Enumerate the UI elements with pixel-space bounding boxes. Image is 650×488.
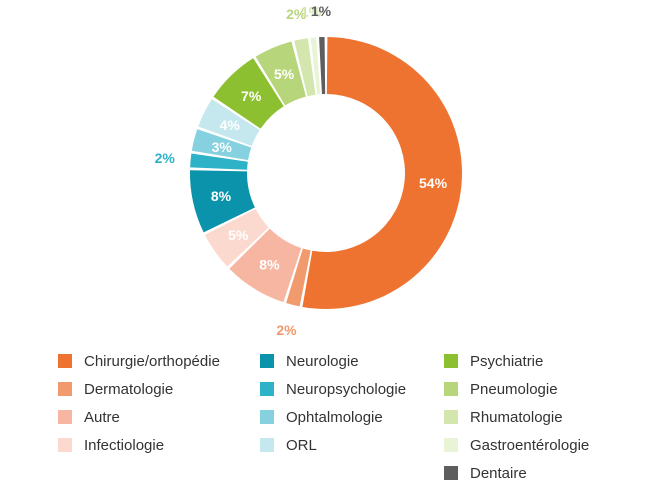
slice-label-dentaire: 1%: [311, 3, 332, 19]
slice-ophtalmologie: [191, 129, 252, 161]
slice-dentaire: [319, 37, 326, 95]
slice-neuropsychologie: [190, 153, 248, 170]
legend-swatch: [58, 438, 72, 452]
slice-label-neuropsychologie: 2%: [155, 150, 176, 166]
legend-swatch: [444, 382, 458, 396]
slice-neurologie: [190, 170, 255, 233]
legend-item-chirurgie: Chirurgie/orthopédie: [58, 351, 220, 371]
legend-label: Pneumologie: [470, 380, 558, 398]
slice-dermatologie: [286, 248, 311, 307]
legend-swatch: [444, 438, 458, 452]
legend-item-infectiologie: Infectiologie: [58, 435, 164, 455]
legend-item-rhumatologie: Rhumatologie: [444, 407, 563, 427]
slice-label-neurologie: 8%: [211, 188, 232, 204]
legend-item-ophtalmologie: Ophtalmologie: [260, 407, 383, 427]
legend-label: Infectiologie: [84, 436, 165, 454]
slice-autre: [229, 228, 302, 303]
legend-label: Neuropsychologie: [286, 380, 407, 398]
legend-swatch: [260, 438, 274, 452]
legend-item-orl: ORL: [260, 435, 317, 455]
slice-psychiatrie: [213, 58, 284, 129]
slice-rhumatologie: [294, 38, 316, 97]
legend-swatch: [260, 354, 274, 368]
legend-item-psychiatrie: Psychiatrie: [444, 351, 543, 371]
legend-label: Chirurgie/orthopédie: [84, 352, 220, 370]
legend-item-neuropsychologie: Neuropsychologie: [260, 379, 406, 399]
legend-label: ORL: [286, 436, 317, 454]
legend-label: Gastroentérologie: [470, 436, 590, 454]
legend-item-dermatologie: Dermatologie: [58, 379, 173, 399]
legend-swatch: [260, 410, 274, 424]
legend-swatch: [444, 410, 458, 424]
legend-item-neurologie: Neurologie: [260, 351, 359, 371]
legend-label: Dermatologie: [84, 380, 174, 398]
slice-chirurgie-orthopedie: [302, 37, 463, 309]
slice-gastroenterologie: [310, 37, 321, 95]
slice-label-infectiologie: 5%: [228, 227, 249, 243]
slice-label-gastroenterologie: 1%: [301, 4, 322, 20]
legend-swatch: [444, 354, 458, 368]
legend-label: Dentaire: [470, 464, 527, 482]
legend-label: Neurologie: [286, 352, 359, 370]
slice-label-rhumatologie: 2%: [286, 6, 307, 22]
legend-label: Autre: [84, 408, 120, 426]
slice-label-dermatologie: 2%: [276, 322, 297, 338]
legend-item-pneumologie: Pneumologie: [444, 379, 558, 399]
donut-chart: 54%2%8%5%8%2%3%4%7%5%2%1%1%: [155, 3, 463, 338]
legend-swatch: [58, 382, 72, 396]
legend-swatch: [444, 466, 458, 480]
slice-infectiologie: [204, 208, 269, 267]
slice-label-ophtalmologie: 3%: [212, 139, 233, 155]
slice-label-psychiatrie: 7%: [241, 88, 262, 104]
slice-label-pneumologie: 5%: [274, 66, 295, 82]
legend-item-gastroenterologie: Gastroentérologie: [444, 435, 589, 455]
legend-label: Ophtalmologie: [286, 408, 383, 426]
legend-label: Rhumatologie: [470, 408, 563, 426]
legend-swatch: [260, 382, 274, 396]
legend-swatch: [58, 410, 72, 424]
slice-orl: [198, 99, 260, 146]
slice-pneumologie: [255, 41, 306, 106]
legend-swatch: [58, 354, 72, 368]
slice-label-orl: 4%: [220, 117, 241, 133]
legend-item-autre: Autre: [58, 407, 120, 427]
legend-item-dentaire: Dentaire: [444, 463, 527, 483]
slice-label-chirurgie-orthopedie: 54%: [419, 175, 448, 191]
slice-label-autre: 8%: [259, 256, 280, 272]
legend-label: Psychiatrie: [470, 352, 544, 370]
